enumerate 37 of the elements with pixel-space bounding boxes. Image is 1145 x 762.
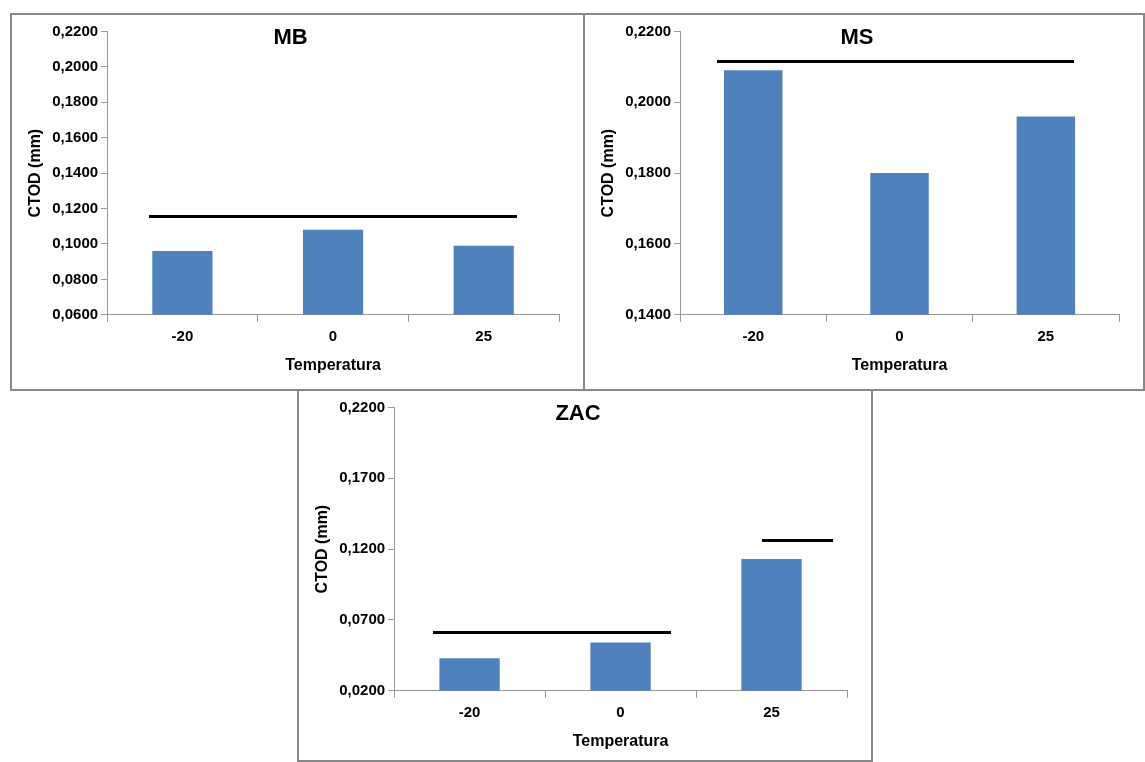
y-tick-label: 0,0200 [339,680,386,698]
y-tick-label: 0,1200 [339,539,386,557]
y-tick-label: 0,1700 [339,468,386,486]
y-tick-label: 0,0800 [52,269,99,287]
chart-title: MS [840,24,874,50]
y-axis-title: CTOD (mm) [26,128,44,218]
y-tick-label: 0,0600 [52,304,99,322]
x-tick-label: 25 [1037,326,1055,344]
y-tick-label: 0,1600 [625,234,672,252]
x-tick-label: -20 [171,326,194,344]
x-tick-label: 0 [616,702,625,720]
x-tick-label: -20 [742,326,765,344]
y-tick-label: 0,2000 [625,92,672,110]
y-tick-label: 0,2200 [339,397,386,415]
x-tick-label: 25 [763,702,780,720]
x-tick-label: 0 [328,326,338,344]
y-tick-label: 0,1400 [52,163,99,181]
y-tick-label: 0,1800 [625,163,672,181]
chart-title: ZAC [555,400,601,426]
x-tick-label: -20 [458,702,481,720]
y-tick-label: 0,1800 [52,92,99,110]
x-tick-label: 0 [895,326,904,344]
y-tick-label: 0,0700 [339,610,386,628]
y-tick-label: 0,1000 [52,234,99,252]
y-tick-label: 0,2200 [52,21,99,39]
y-axis-title: CTOD (mm) [313,504,331,594]
y-tick-label: 0,2000 [52,56,99,74]
chart-title: MB [273,24,308,50]
y-tick-label: 0,1400 [625,304,672,322]
y-tick-label: 0,1200 [52,198,99,216]
x-axis-title: Temperatura [851,355,948,373]
x-axis-title: Temperatura [572,731,669,749]
x-axis-title: Temperatura [285,355,382,373]
y-tick-label: 0,1600 [52,127,99,145]
y-axis-title: CTOD (mm) [599,128,617,218]
x-tick-label: 25 [475,326,493,344]
y-tick-label: 0,2200 [625,21,672,39]
